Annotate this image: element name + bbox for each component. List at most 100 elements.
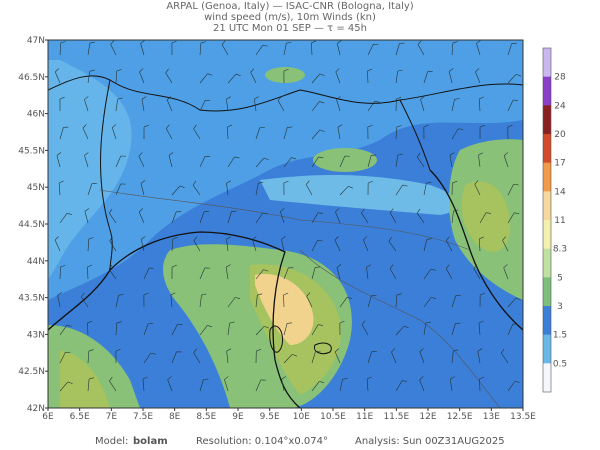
wind-barb-flag [452,41,458,44]
wind-barb [395,127,398,140]
wind-barb [255,127,261,140]
wind-barb-flag [207,325,213,328]
colorbar-label: 11 [554,216,565,226]
wind-barb [391,351,397,364]
wind-barb [255,295,258,308]
wind-barb [311,156,319,168]
wind-barb [367,44,374,56]
wind-barb [87,43,91,56]
wind-barb [165,128,173,140]
colorbar-segment [543,76,551,106]
wind-barb [395,184,403,196]
wind-barb-flag [479,236,484,240]
wind-barb [334,351,341,364]
wind-barb [199,295,202,308]
wind-barb [477,351,481,364]
wind-barb-flag [361,208,365,214]
wind-barb [311,43,313,56]
wind-barb-flag [281,236,286,240]
header-line: wind speed (m/s), 10m Winds (kn) [204,12,376,23]
wind-barb-flag [67,381,73,384]
header-line: ARPAL (Genoa, Italy) — ISAC-CNR (Bologna… [166,1,413,12]
wind-barb [171,351,177,364]
wind-barb-flag [449,68,454,72]
wind-barb-flag [226,180,232,184]
wind-barb [143,323,149,336]
wind-barb [199,73,208,84]
wind-barb-flag [337,40,342,44]
wind-barb [395,71,398,84]
wind-barb [165,72,173,84]
wind-barb [451,351,454,364]
wind-barb [140,239,145,252]
lon-label: 11.5E [383,412,409,422]
wind-barb [87,239,90,252]
wind-barb [335,71,341,84]
wind-barb [109,212,117,224]
wind-barb-flag [167,376,172,381]
wind-barb-flag [89,377,94,380]
wind-barb-flag [453,209,459,212]
wind-barb [451,128,459,140]
wind-barb [423,239,428,252]
wind-barb-flag [177,324,183,326]
footer-model: bolam [133,436,168,447]
wind-barb [283,267,289,280]
wind-barb [59,352,66,364]
wind-barb [475,71,481,84]
wind-barb [140,43,145,56]
wind-barb-flag [425,321,431,324]
wind-barb [507,323,514,336]
wind-barb [280,211,285,224]
wind-barb-flag [402,184,408,187]
wind-barb-flag [192,180,197,186]
wind-barb-flag [84,152,89,156]
wind-barb-flag [200,41,206,44]
wind-barb [193,240,201,252]
wind-barb-flag [339,320,345,324]
wind-barb [500,352,509,364]
wind-barb-flag [116,321,122,324]
wind-barb-flag [305,180,310,185]
colorbar-segment [543,306,551,336]
colorbar-segment [543,334,551,364]
wind-barb-flag [319,381,325,384]
lat-label: 42N [27,404,45,414]
wind-barb [199,156,206,168]
wind-barb-flag [396,97,402,100]
wind-barb [361,212,369,224]
wind-barb [478,99,481,112]
wind-barb [311,129,321,140]
wind-barb-flag [507,124,513,128]
wind-barb-flag [141,96,147,100]
colorbar-segment [543,363,551,393]
wind-barb-flag [500,348,505,354]
wind-barb-flag [361,320,366,325]
wind-barb [115,183,121,196]
lon-label: 7.5E [133,412,153,422]
wind-barb-flag [453,349,459,352]
wind-barb-flag [516,73,521,77]
lat-label: 47N [27,36,45,46]
wind-barb [59,127,64,140]
wind-barb [255,379,262,392]
wind-barb-flag [56,152,62,156]
wind-barb [277,100,285,112]
wind-barb-flag [371,154,377,156]
wind-barb-flag [84,208,90,212]
wind-barb-flag [234,156,240,159]
wind-barb [252,239,257,252]
wind-barb [227,297,236,308]
wind-barb [451,323,456,336]
wind-barb-flag [277,96,282,101]
wind-barb-flag [226,348,232,352]
coastline [48,231,301,408]
colorbar-label: 17 [554,159,565,169]
lat-label: 45N [27,183,45,193]
lat-label: 46N [27,110,45,120]
wind-barb-flag [226,236,231,240]
wind-barb [87,322,89,336]
wind-barb-flag [258,182,264,184]
wind-field-light [260,175,459,215]
